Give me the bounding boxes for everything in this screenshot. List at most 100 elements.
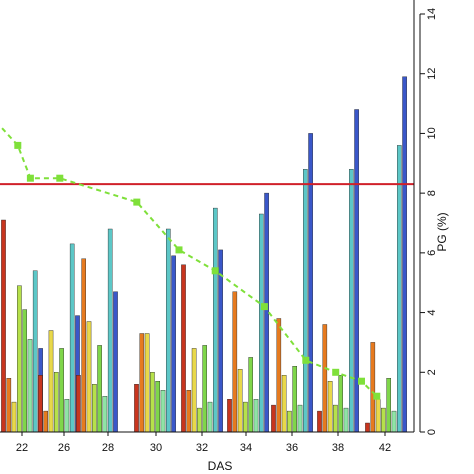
bar-das36-2 — [276, 318, 282, 433]
x-tick-label-32: 32 — [196, 442, 208, 454]
bar-das22-6 — [27, 339, 33, 433]
bar-das22-3 — [11, 401, 17, 433]
bar-das22-1 — [1, 219, 6, 433]
bar-das38-4 — [333, 404, 338, 433]
x-tick-label-26: 26 — [58, 442, 70, 454]
trend-marker-2 — [26, 174, 34, 182]
x-tick-label-38: 38 — [332, 442, 344, 454]
bar-das42-7 — [397, 145, 402, 433]
bar-das42-6 — [391, 410, 397, 433]
trend-marker-4 — [133, 198, 141, 206]
bar-das26-6 — [64, 399, 70, 433]
bar-das32-3 — [191, 348, 197, 433]
y-tick-label-6: 6 — [426, 250, 438, 256]
bar-das22-2 — [6, 378, 12, 433]
axes-layer: 0 2 4 6 8 10 12 14 22 26 28 30 32 34 36 38 42 — [0, 0, 438, 454]
bar-das26-4 — [54, 372, 59, 433]
bar-das42-8 — [402, 76, 407, 433]
y-tick-label-0: 0 — [426, 429, 438, 435]
bar-das36-6 — [297, 404, 303, 433]
bar-das38-2 — [322, 324, 328, 433]
bar-das42-2 — [370, 342, 376, 433]
bar-das28-1 — [76, 375, 81, 433]
trend-marker-1 — [14, 141, 22, 149]
y-axis-title: PG (%) — [435, 212, 449, 251]
bar-das30-6 — [160, 390, 166, 433]
x-tick-label-36: 36 — [286, 442, 298, 454]
trend-marker-5 — [175, 246, 183, 254]
y-tick-label-4: 4 — [426, 310, 438, 316]
bar-das38-6 — [343, 407, 349, 433]
bar-das30-8 — [171, 255, 176, 433]
trend-marker-7 — [260, 303, 268, 311]
bar-das36-1 — [271, 404, 276, 433]
bar-das42-5 — [386, 378, 392, 433]
bar-das34-6 — [253, 399, 259, 433]
bar-das26-5 — [59, 348, 64, 433]
trend-layer — [0, 124, 381, 400]
x-tick-label-34: 34 — [240, 442, 252, 454]
y-tick-label-10: 10 — [426, 127, 438, 139]
trend-marker-6 — [211, 267, 219, 275]
x-axis-title: DAS — [208, 459, 233, 473]
bar-das30-1 — [134, 384, 139, 433]
bar-das34-5 — [248, 357, 254, 433]
y-tick-label-8: 8 — [426, 190, 438, 196]
bar-das32-5 — [202, 345, 208, 433]
bar-das32-6 — [207, 401, 213, 433]
bar-das32-4 — [197, 407, 202, 433]
bar-das34-3 — [237, 369, 243, 433]
bar-das30-7 — [165, 228, 171, 433]
bar-das32-7 — [212, 207, 218, 433]
bar-das22-4 — [17, 285, 22, 433]
trend-marker-10 — [358, 377, 365, 385]
bar-das30-3 — [144, 333, 150, 433]
trend-marker-11 — [373, 392, 381, 400]
bar-das34-1 — [227, 399, 232, 433]
bar-das30-5 — [155, 381, 161, 433]
bar-das36-7 — [303, 169, 308, 433]
bar-das36-3 — [281, 375, 287, 433]
bar-das28-2 — [81, 258, 86, 433]
bar-das42-1 — [365, 422, 370, 433]
bar-das22-5 — [22, 309, 28, 433]
trend-line — [0, 124, 378, 397]
bar-das38-5 — [338, 375, 344, 433]
x-tick-label-22: 22 — [16, 442, 28, 454]
bar-das38-1 — [317, 410, 322, 433]
bar-das32-2 — [186, 390, 192, 433]
y-tick-label-2: 2 — [426, 369, 438, 375]
bar-das26-1 — [38, 375, 43, 433]
bar-das32-8 — [218, 249, 223, 433]
bar-das26-3 — [48, 330, 54, 433]
bars-layer — [1, 76, 407, 433]
bar-das34-2 — [232, 291, 238, 433]
bar-das42-3 — [375, 399, 381, 433]
bar-das28-7 — [107, 228, 113, 433]
bar-das26-7 — [69, 243, 75, 433]
x-tick-label-30: 30 — [150, 442, 162, 454]
bar-das28-3 — [86, 321, 92, 433]
bar-das36-8 — [308, 133, 313, 433]
bar-das38-7 — [349, 169, 354, 433]
bar-das34-7 — [259, 213, 264, 433]
trend-marker-9 — [332, 368, 340, 376]
bar-das42-4 — [381, 407, 386, 433]
x-tick-label-42: 42 — [379, 442, 391, 454]
bar-das22-7 — [32, 270, 38, 433]
bar-das34-4 — [243, 401, 248, 433]
bar-das26-2 — [43, 410, 48, 433]
bar-das28-8 — [113, 291, 118, 433]
bar-das28-5 — [97, 345, 102, 433]
bar-das36-4 — [287, 410, 292, 433]
bar-das30-2 — [139, 333, 145, 433]
bar-das34-8 — [264, 192, 269, 433]
bar-das28-6 — [102, 396, 108, 433]
bar-das36-5 — [292, 366, 298, 433]
trend-marker-8 — [302, 356, 310, 364]
y-tick-label-12: 12 — [426, 68, 438, 80]
bar-das30-4 — [150, 372, 155, 433]
bar-das38-3 — [327, 381, 333, 433]
bar-das28-4 — [92, 384, 97, 433]
